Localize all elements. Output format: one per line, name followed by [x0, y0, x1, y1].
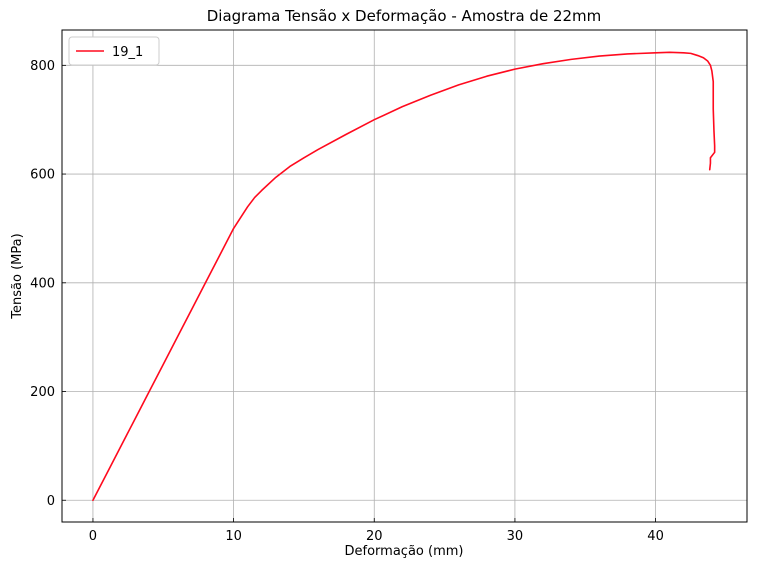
y-tick-label: 600	[30, 168, 55, 183]
x-tick-label: 0	[89, 529, 97, 544]
x-tick-label: 30	[507, 529, 524, 544]
y-tick-label: 200	[30, 385, 55, 400]
series-line	[92, 51, 716, 502]
x-tick-label: 20	[366, 529, 383, 544]
legend: 19_1	[68, 36, 160, 66]
x-axis-label: Deformação (mm)	[345, 544, 464, 559]
x-tick-label: 40	[647, 529, 664, 544]
y-tick-label: 400	[30, 276, 55, 291]
plot-frame	[61, 29, 748, 523]
legend-entry-label: 19_1	[112, 45, 143, 60]
x-tick-label: 10	[225, 529, 242, 544]
series-layer	[92, 51, 716, 502]
chart-title: Diagrama Tensão x Deformação - Amostra d…	[207, 7, 602, 25]
y-tick-label: 0	[47, 494, 55, 509]
y-axis-label: Tensão (MPa)	[10, 233, 25, 319]
y-tick-label: 800	[30, 59, 55, 74]
grid	[62, 30, 747, 522]
legend-box	[68, 36, 160, 66]
